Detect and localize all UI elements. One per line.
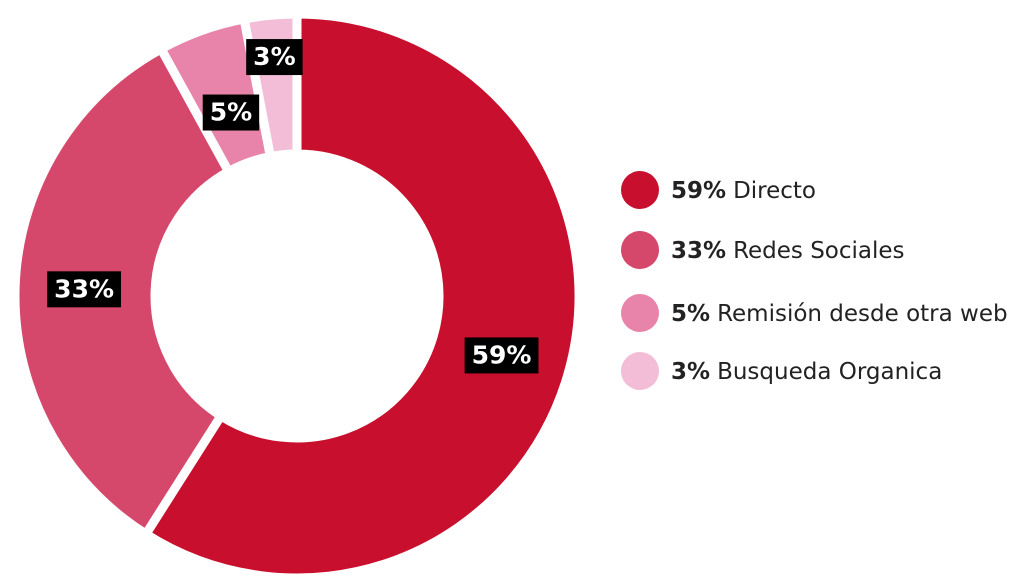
legend-value: 59% [671,178,726,204]
data-label: 3% [246,39,303,76]
donut-slice [10,42,235,541]
legend-swatch [621,352,659,390]
legend-label: Remisión desde otra web [717,301,1008,327]
data-label: 59% [464,337,539,374]
legend-swatch [621,294,659,332]
data-label-bg [47,271,122,308]
legend-label: Redes Sociales [733,238,904,264]
data-label: 33% [47,271,122,308]
data-label-text: 3% [253,42,295,71]
legend-entry: 5% Remisión desde otra web [671,301,1008,327]
legend-value: 5% [671,301,710,327]
data-label-text: 5% [210,98,252,127]
legend-label: Busqueda Organica [717,359,942,385]
legend-swatch [621,231,659,269]
data-label: 5% [202,94,260,131]
legend-swatch [621,171,659,209]
legend-entry: 3% Busqueda Organica [671,359,942,385]
data-label-bg [246,39,303,76]
donut-slice [139,9,584,578]
data-label-bg [464,337,539,374]
legend-value: 3% [671,359,710,385]
data-label-text: 33% [54,274,114,303]
legend-entry: 59% Directo [671,178,816,204]
data-label-text: 59% [472,340,532,369]
data-label-bg [202,94,260,131]
legend-label: Directo [733,178,816,204]
legend-value: 33% [671,238,726,264]
legend-entry: 33% Redes Sociales [671,238,905,264]
